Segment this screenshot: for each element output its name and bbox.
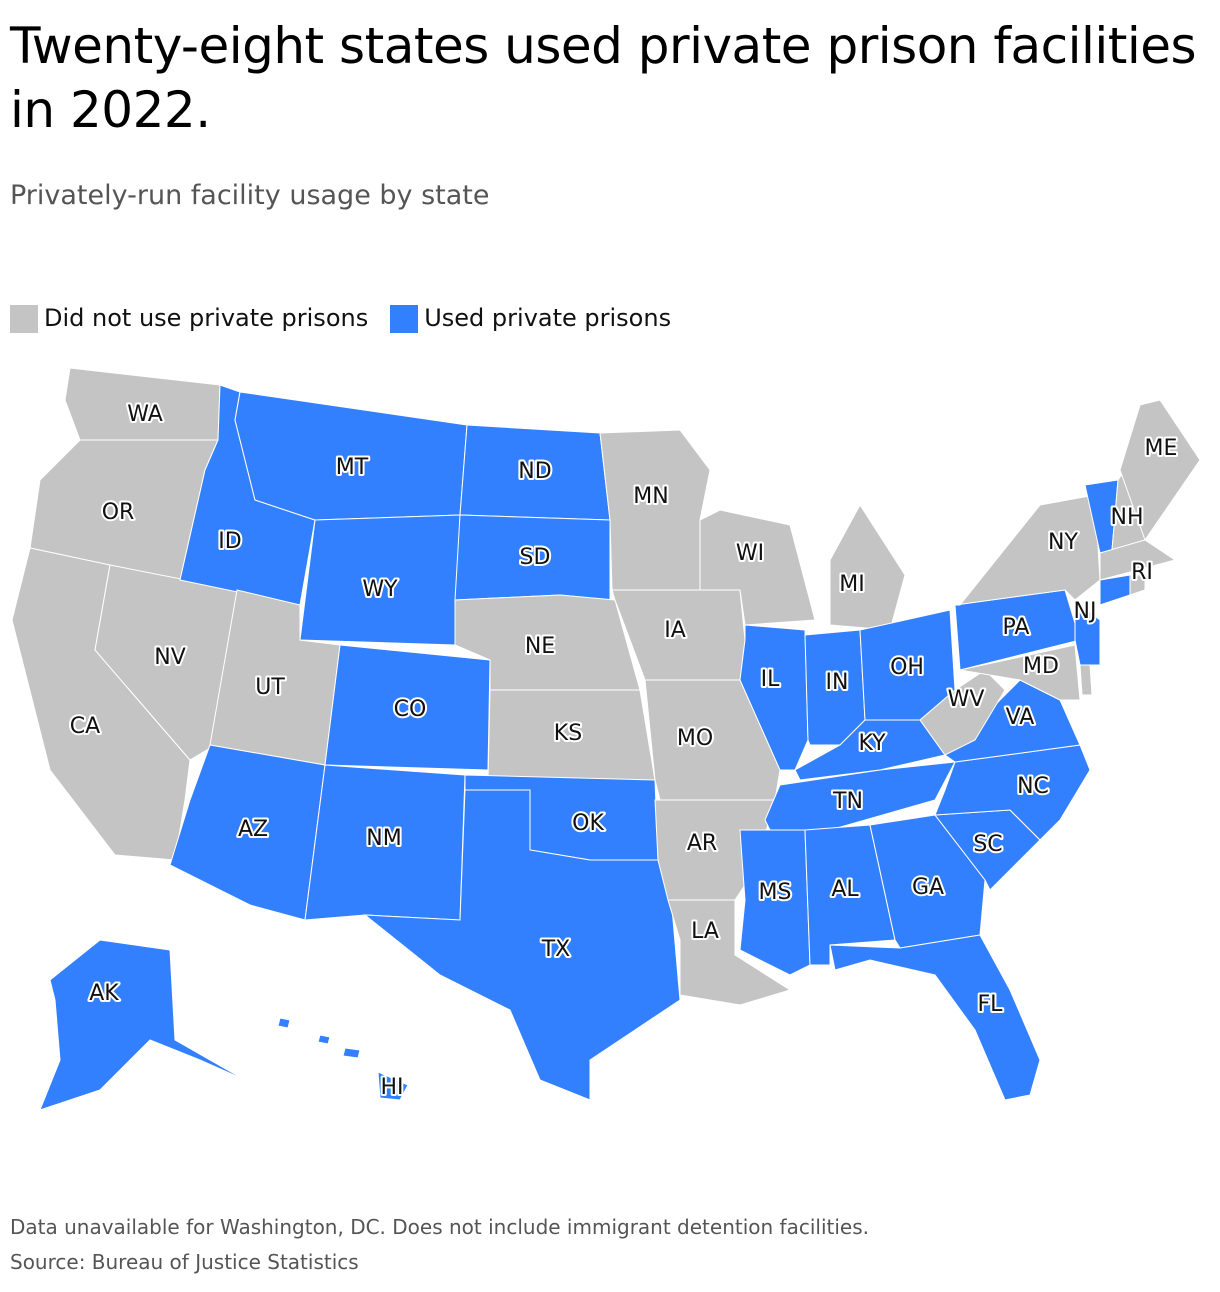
state-label: ND [518,459,551,484]
state-label: LA [691,919,719,944]
state-label: MT [336,455,369,480]
state-label: OH [890,655,924,680]
state-label: MO [677,726,713,751]
state-label: HI [380,1075,403,1100]
state-label: SD [520,545,551,570]
state-label: VA [1006,705,1035,730]
state-label: AZ [238,817,268,842]
state-label: IA [664,618,686,643]
state-shape [829,504,906,631]
state-label: NV [154,645,186,670]
state-label: KS [554,721,582,746]
state-label: AL [831,877,859,902]
state-label: ID [218,529,241,554]
state-label: CA [70,714,100,739]
footnote: Data unavailable for Washington, DC. Doe… [10,1215,869,1239]
state-label: WY [362,577,398,602]
state-label: WV [948,687,985,712]
state-label: MN [633,484,668,509]
state-label: PA [1003,615,1030,640]
state-shape [342,1047,361,1059]
source: Source: Bureau of Justice Statistics [10,1250,359,1274]
state-shape [919,669,1006,756]
state-label: NE [525,634,555,659]
state-shape [829,934,1041,1101]
state-shape [944,679,1081,763]
state-label: IN [826,670,849,695]
state-shape [1099,539,1177,581]
state-label: MS [759,880,792,905]
state-label: TX [541,937,571,962]
state-shape [934,744,1091,841]
state-shape [377,1071,409,1101]
state-label: MI [839,572,864,597]
state-shape [1099,574,1131,606]
state-label: WA [127,402,163,427]
state-shape [363,789,681,1101]
state-label: SC [973,832,1002,857]
state-label: OK [572,811,604,836]
state-label: NM [366,826,401,851]
state-label: WI [736,541,764,566]
state-label: OR [102,500,135,525]
state-shape [667,899,792,1006]
state-shape [1079,664,1093,696]
legend-label: Used private prisons [424,304,672,332]
state-label: CO [394,697,427,722]
state-shape [599,429,711,591]
state-label: NH [1111,505,1144,530]
state-label: RI [1131,560,1153,585]
state-label: TN [832,789,863,814]
state-label: FL [978,992,1004,1017]
state-label: AR [687,831,717,856]
legend-swatch [10,305,38,333]
state-label: GA [912,875,944,900]
state-shape [959,644,1081,701]
state-shape [39,939,246,1111]
state-shape [277,1017,291,1029]
state-shape [699,509,816,626]
legend-item: Used private prisons [390,304,671,333]
state-label: MD [1023,654,1059,679]
legend-item: Did not use private prisons [10,304,368,333]
state-label: NJ [1074,599,1097,624]
state-label: AK [89,981,119,1006]
title: Twenty-eight states used private prison … [10,17,1197,139]
state-label: UT [255,675,285,700]
legend-label: Did not use private prisons [44,304,369,332]
state-shape [764,761,956,831]
state-label: NC [1017,774,1049,799]
legend-swatch [390,305,419,333]
subtitle: Privately-run facility usage by state [10,180,490,211]
state-shape [317,1034,331,1045]
legend: Did not use private prisons Used private … [10,304,671,333]
state-shape [1129,574,1146,596]
state-label: NY [1048,530,1078,555]
state-label: KY [858,731,886,756]
state-shape [1119,399,1201,542]
state-label: IL [761,667,780,692]
state-shape [954,494,1101,606]
state-label: ME [1145,436,1178,461]
